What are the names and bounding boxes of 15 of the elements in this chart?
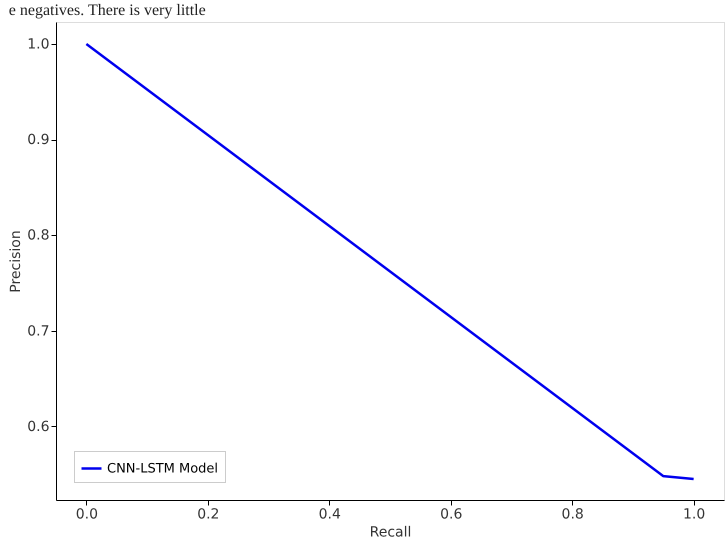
y-axis-title: Precision [8, 230, 24, 293]
x-tick-label: 0.8 [562, 506, 584, 522]
x-tick-label: 0.0 [76, 506, 98, 522]
x-tick-label: 0.6 [440, 506, 462, 522]
x-tick-label: 0.2 [197, 506, 220, 522]
y-tick-label: 0.7 [27, 323, 50, 340]
x-tick-label: 0.4 [318, 506, 341, 522]
x-axis-title: Recall [370, 524, 412, 540]
text: e negatives. There is very little [8, 2, 206, 19]
y-tick-label: 1.0 [27, 36, 50, 52]
x-tick-label: 1.0 [683, 506, 706, 522]
legend-label: CNN-LSTM Model [107, 462, 218, 476]
y-tick-label: 0.8 [27, 228, 50, 244]
y-tick-label: 0.9 [27, 132, 50, 148]
y-tick-label: 0.6 [27, 418, 50, 435]
